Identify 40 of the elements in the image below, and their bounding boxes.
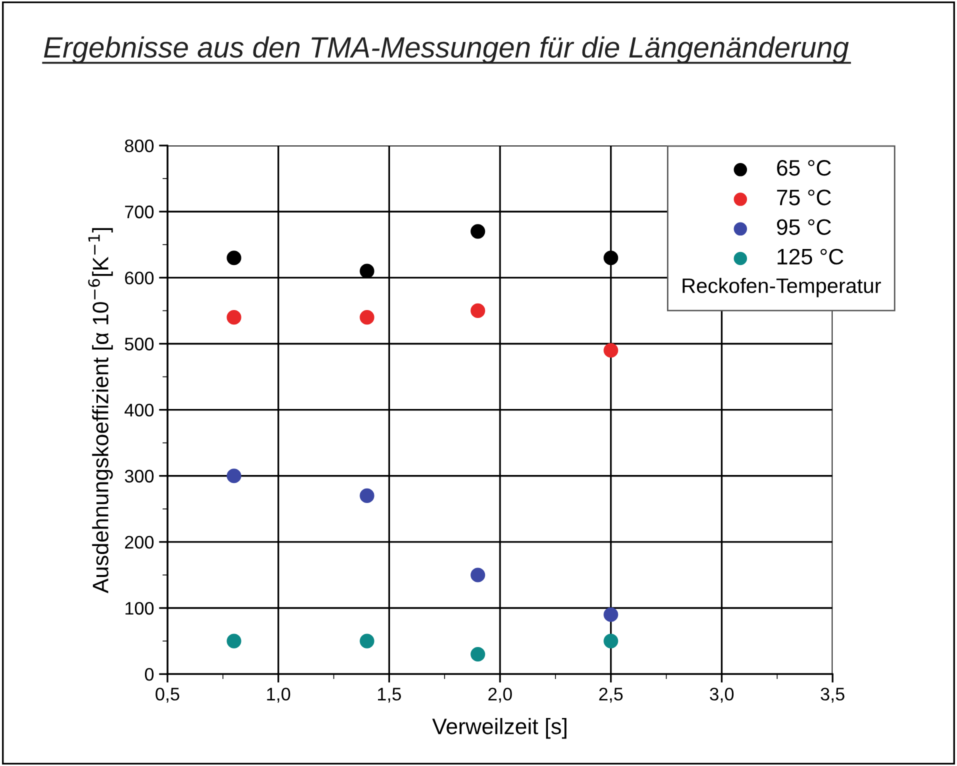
- y-tick-label: 0: [144, 668, 154, 681]
- y-tick-label: 100: [126, 602, 154, 615]
- point: [470, 303, 486, 318]
- legend-label: 75 °C: [777, 190, 831, 206]
- y-tick-label: 300: [124, 470, 154, 483]
- point: [604, 343, 618, 358]
- y-tick-label: 200: [125, 536, 154, 549]
- x-tick-label: 2,5: [599, 688, 623, 703]
- legend-label: 65 °C: [777, 160, 831, 176]
- x-axis-title: Verweilzeit [s]: [432, 718, 566, 739]
- point: [604, 250, 618, 266]
- x-tick-label: 3,0: [710, 688, 734, 703]
- point: [470, 568, 486, 582]
- point: [470, 224, 486, 239]
- y-axis-title: Ausdehnungskoeffizient [α 10$^{−6}$[K$^{−1}$]: [88, 228, 113, 594]
- chart-title: Ergebnisse aus den TMA-Messungen für die Längenänderung: [44, 36, 849, 64]
- y-tick-label: 700: [125, 206, 154, 218]
- point: [226, 468, 242, 484]
- y-tick-label: 600: [125, 272, 154, 284]
- x-tick-label: 1,0: [267, 688, 290, 703]
- point: [604, 607, 618, 622]
- x-tick-label: 0,5: [156, 688, 180, 703]
- y-tick-label: 400: [124, 404, 154, 417]
- point: [604, 634, 618, 648]
- legend-title: Reckofen-Temperatur: [682, 278, 881, 298]
- x-tick-label: 2,0: [488, 688, 512, 703]
- point: [226, 310, 242, 325]
- x-tick-label: 1,5: [378, 688, 401, 703]
- point: [360, 488, 374, 503]
- point: [226, 250, 242, 266]
- point: [226, 634, 242, 648]
- point: [360, 310, 374, 325]
- point: [360, 634, 374, 648]
- y-tick-label: 800: [124, 139, 154, 152]
- legend-label: 95 °C: [777, 219, 831, 235]
- point: [470, 646, 486, 662]
- y-tick-label: 500: [124, 338, 154, 350]
- legend-label: 125 °C: [778, 248, 844, 265]
- x-tick-label: 3,5: [820, 688, 844, 703]
- point: [360, 264, 374, 278]
